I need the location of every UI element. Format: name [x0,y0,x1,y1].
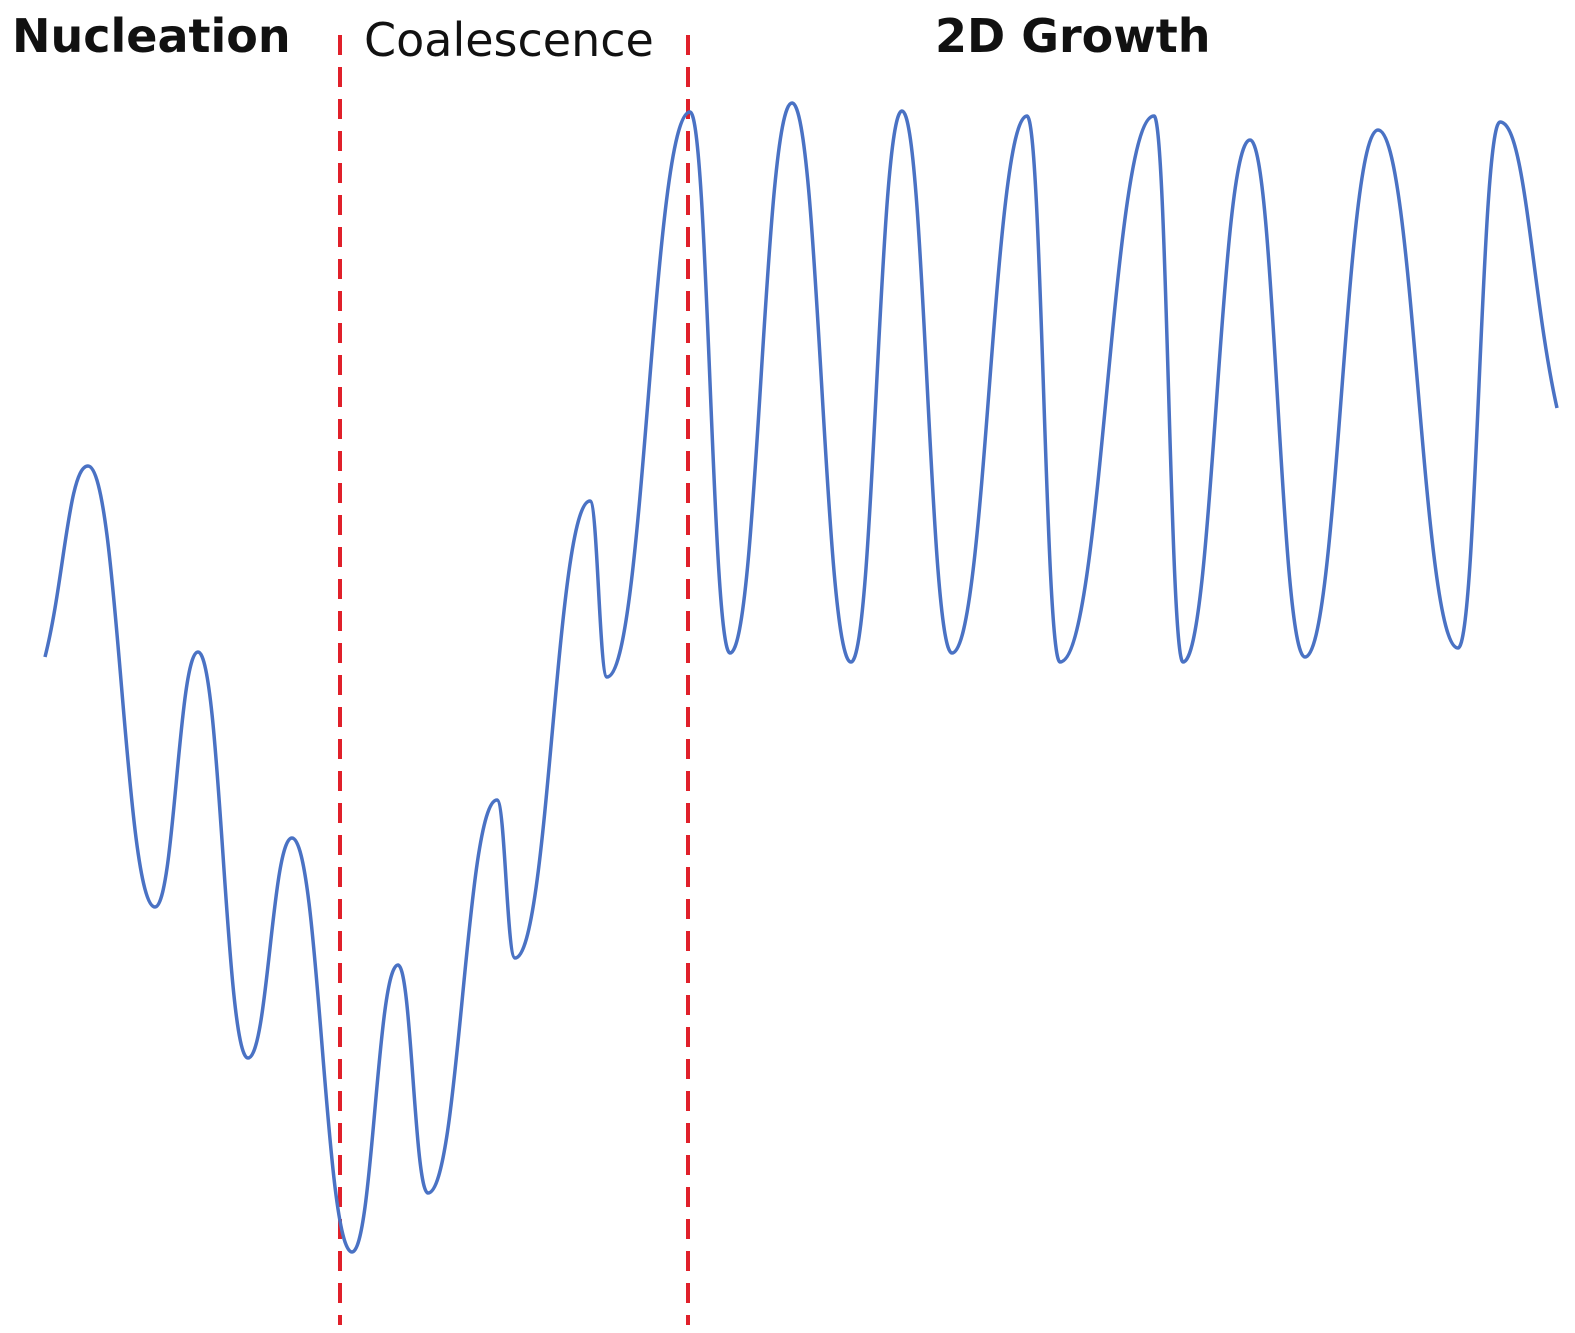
phase-label: Nucleation [12,9,291,63]
oscillation-curve [43,101,1559,1254]
phase-label: Coalescence [364,13,654,67]
phase-label: 2D Growth [935,9,1210,63]
